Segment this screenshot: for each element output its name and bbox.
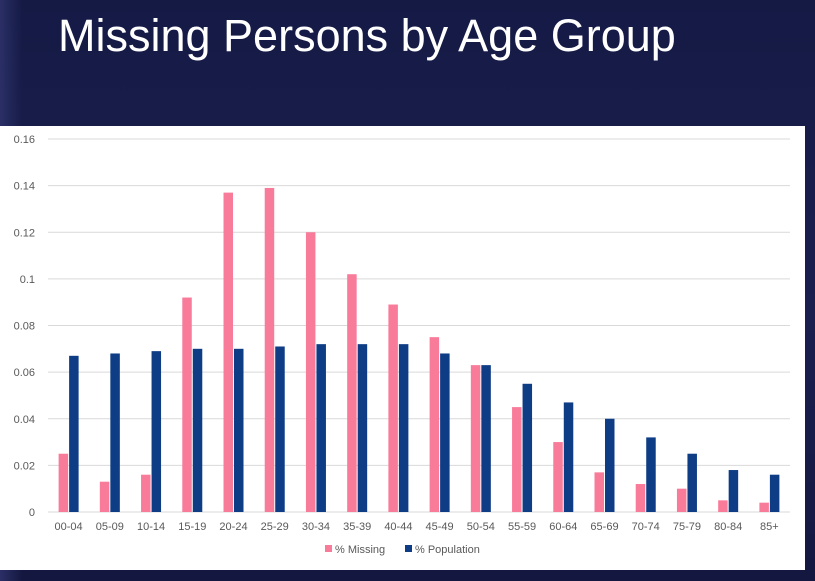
x-tick-label: 15-19 — [178, 521, 206, 533]
x-tick-label: 75-79 — [673, 521, 701, 533]
bar-population-10-14 — [151, 351, 162, 512]
gridlines — [48, 138, 790, 513]
legend-label: % Missing — [335, 544, 385, 556]
bar-missing-45-49 — [429, 337, 440, 512]
y-tick-label: 0.08 — [14, 321, 35, 333]
y-tick-label: 0.16 — [14, 134, 35, 146]
x-tick-label: 45-49 — [426, 521, 454, 533]
bar-missing-15-19 — [182, 297, 192, 512]
bar-missing-30-34 — [305, 232, 316, 512]
bar-population-40-44 — [398, 344, 409, 512]
y-tick-label: 0.14 — [14, 181, 35, 193]
bar-chart: 0 0.02 0.04 0.06 0.08 0.1 0.12 0.14 0.16 00-04 05… — [14, 134, 790, 556]
bar-missing-55-59 — [512, 407, 522, 512]
y-tick-label: 0.06 — [14, 367, 35, 379]
bar-population-65-69 — [605, 418, 615, 512]
x-tick-label: 65-69 — [590, 521, 618, 533]
bar-missing-10-14 — [141, 474, 151, 512]
bar-population-70-74 — [646, 437, 656, 512]
bar-missing-05-09 — [99, 481, 110, 512]
bar-population-20-24 — [234, 348, 244, 512]
x-tick-label: 40-44 — [384, 521, 412, 533]
bar-population-05-09 — [110, 353, 120, 512]
bar-population-15-19 — [192, 348, 203, 512]
bar-population-60-64 — [563, 402, 574, 512]
x-tick-label: 50-54 — [467, 521, 495, 533]
slide-title: Missing Persons by Age Group — [58, 10, 676, 61]
bar-population-00-04 — [69, 355, 79, 512]
bar-missing-85+ — [759, 502, 769, 512]
bar-population-50-54 — [481, 365, 491, 512]
x-tick-label: 70-74 — [632, 521, 660, 533]
legend: % Missing % Population — [325, 544, 480, 556]
chart-panel: 0 0.02 0.04 0.06 0.08 0.1 0.12 0.14 0.16 00-04 05… — [0, 126, 805, 570]
legend-swatch — [325, 545, 332, 552]
bar-missing-25-29 — [264, 187, 275, 513]
x-tick-label: 10-14 — [137, 521, 165, 533]
bar-missing-60-64 — [553, 442, 563, 512]
bar-missing-80-84 — [718, 500, 728, 512]
bar-population-25-29 — [275, 346, 285, 512]
bar-population-55-59 — [522, 383, 533, 512]
bar-population-75-79 — [687, 453, 697, 512]
y-tick-label: 0.1 — [20, 274, 35, 286]
bars — [58, 187, 780, 513]
y-tick-label: 0 — [29, 507, 35, 519]
legend-swatch — [405, 545, 412, 552]
legend-label: % Population — [415, 544, 480, 556]
bar-population-45-49 — [440, 353, 450, 512]
bar-missing-70-74 — [635, 484, 646, 512]
y-tick-label: 0.02 — [14, 460, 35, 472]
x-tick-label: 85+ — [760, 521, 779, 533]
bar-population-85+ — [769, 474, 780, 512]
x-tick-label: 60-64 — [549, 521, 577, 533]
bar-population-35-39 — [357, 344, 368, 512]
x-tick-label: 80-84 — [714, 521, 742, 533]
bar-missing-35-39 — [347, 274, 357, 512]
x-tick-label: 35-39 — [343, 521, 371, 533]
bar-population-80-84 — [728, 470, 739, 512]
bar-population-30-34 — [316, 344, 326, 512]
bar-missing-65-69 — [594, 472, 604, 512]
bar-missing-20-24 — [223, 192, 233, 512]
x-tick-label: 20-24 — [219, 521, 247, 533]
x-tick-label: 55-59 — [508, 521, 536, 533]
x-tick-label: 30-34 — [302, 521, 330, 533]
x-axis-ticks: 00-04 05-09 10-14 15-19 20-24 25-29 30-34 35-39… — [55, 521, 779, 533]
x-tick-label: 25-29 — [261, 521, 289, 533]
x-tick-label: 05-09 — [96, 521, 124, 533]
x-tick-label: 00-04 — [55, 521, 83, 533]
bar-missing-40-44 — [388, 304, 398, 512]
bar-missing-00-04 — [58, 453, 69, 512]
y-tick-label: 0.04 — [14, 414, 35, 426]
y-axis-ticks: 0 0.02 0.04 0.06 0.08 0.1 0.12 0.14 0.16 — [14, 134, 35, 519]
y-tick-label: 0.12 — [14, 227, 35, 239]
bar-missing-50-54 — [470, 365, 481, 512]
bar-missing-75-79 — [676, 488, 687, 512]
